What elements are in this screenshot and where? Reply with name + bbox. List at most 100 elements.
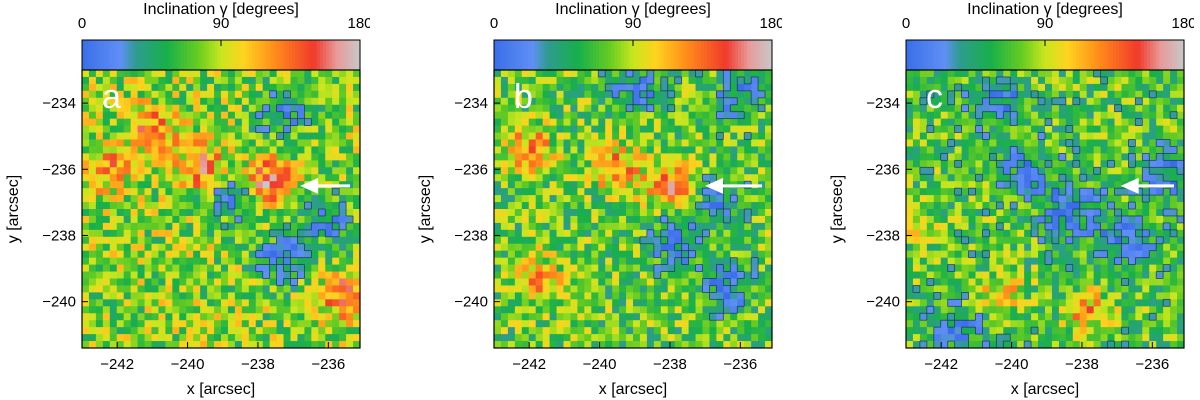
heatmap-cell xyxy=(709,257,717,265)
heatmap-cell xyxy=(130,215,138,224)
heatmap-cell xyxy=(116,97,125,106)
heatmap-cell xyxy=(968,83,976,92)
heatmap-cell xyxy=(346,215,354,224)
heatmap-cell xyxy=(1093,111,1101,120)
heatmap-cell xyxy=(346,90,354,99)
heatmap-cell xyxy=(82,278,90,286)
heatmap-cell xyxy=(758,209,766,217)
heatmap-cell xyxy=(919,83,928,92)
heatmap-cell xyxy=(626,236,634,245)
heatmap-cell xyxy=(214,327,222,335)
heatmap-cell xyxy=(653,278,662,286)
colorbar-cell xyxy=(741,40,745,70)
heatmap-cell xyxy=(1072,222,1081,231)
heatmap-cell xyxy=(639,209,648,217)
heatmap-cell xyxy=(1065,104,1074,113)
heatmap-cell xyxy=(751,299,759,307)
heatmap-cell xyxy=(276,118,284,126)
heatmap-cell xyxy=(262,146,271,154)
heatmap-cell xyxy=(193,215,201,224)
heatmap-cell xyxy=(1003,209,1011,217)
heatmap-cell xyxy=(82,320,90,328)
heatmap-cell xyxy=(158,181,166,189)
heatmap-cell xyxy=(1058,174,1067,182)
heatmap-cell xyxy=(633,209,641,217)
heatmap-cell xyxy=(751,160,759,168)
heatmap-cell xyxy=(695,97,703,106)
heatmap-cell xyxy=(1010,153,1018,161)
heatmap-cell xyxy=(563,334,571,342)
heatmap-cell xyxy=(137,125,145,133)
heatmap-cell xyxy=(123,327,132,335)
heatmap-cell xyxy=(353,76,361,85)
heatmap-cell xyxy=(283,104,291,113)
heatmap-cell xyxy=(619,76,627,85)
heatmap-cell xyxy=(723,188,731,196)
heatmap-cell xyxy=(241,278,250,286)
heatmap-cell xyxy=(207,167,215,175)
heatmap-cell xyxy=(1065,132,1074,140)
heatmap-cell xyxy=(626,264,634,272)
heatmap-cell xyxy=(975,174,983,182)
heatmap-cell xyxy=(248,202,257,210)
heatmap-cell xyxy=(716,146,724,154)
heatmap-cell xyxy=(709,264,717,272)
heatmap-cell xyxy=(221,132,229,140)
heatmap-cell xyxy=(353,202,361,210)
heatmap-cell xyxy=(494,209,502,217)
heatmap-cell xyxy=(626,195,634,203)
heatmap-cell xyxy=(339,146,347,154)
colorbar-cell xyxy=(555,40,560,70)
heatmap-cell xyxy=(521,209,530,217)
heatmap-cell xyxy=(269,264,277,272)
heatmap-cell xyxy=(234,111,243,120)
heatmap-cell xyxy=(346,167,354,175)
heatmap-cell xyxy=(961,174,969,182)
heatmap-cell xyxy=(172,83,180,92)
heatmap-cell xyxy=(1065,111,1074,120)
heatmap-cell xyxy=(521,188,530,196)
heatmap-cell xyxy=(102,306,111,314)
colorbar-cell xyxy=(128,40,133,70)
heatmap-cell xyxy=(186,97,194,106)
colorbar-cell xyxy=(288,40,293,70)
heatmap-cell xyxy=(193,202,201,210)
heatmap-cell xyxy=(709,271,717,279)
heatmap-cell xyxy=(542,118,550,126)
heatmap-cell xyxy=(248,215,257,224)
heatmap-cell xyxy=(653,306,662,314)
heatmap-cell xyxy=(535,104,544,113)
heatmap-cell xyxy=(968,111,976,120)
colorbar-cell xyxy=(1069,40,1074,70)
heatmap-cell xyxy=(598,118,606,126)
heatmap-cell xyxy=(737,243,745,252)
heatmap-cell xyxy=(269,250,277,259)
heatmap-cell xyxy=(989,202,997,210)
heatmap-cell xyxy=(186,90,194,99)
heatmap-cell xyxy=(82,334,90,342)
heatmap-cell xyxy=(688,334,696,342)
heatmap-cell xyxy=(311,209,319,217)
heatmap-cell xyxy=(906,222,914,231)
heatmap-cell xyxy=(1135,76,1143,85)
heatmap-cell xyxy=(283,306,291,314)
heatmap-cell xyxy=(1065,181,1074,189)
heatmap-cell xyxy=(179,146,187,154)
heatmap-cell xyxy=(151,104,159,113)
heatmap-cell xyxy=(1142,83,1150,92)
heatmap-cell xyxy=(926,167,935,175)
heatmap-cell xyxy=(137,160,145,168)
heatmap-cell xyxy=(1177,202,1185,210)
heatmap-cell xyxy=(151,229,159,238)
heatmap-cell xyxy=(172,215,180,224)
heatmap-cell xyxy=(151,299,159,307)
heatmap-cell xyxy=(241,195,250,203)
heatmap-cell xyxy=(940,97,949,106)
heatmap-cell xyxy=(193,299,201,307)
heatmap-cell xyxy=(598,195,606,203)
heatmap-cell xyxy=(556,139,564,147)
heatmap-cell xyxy=(269,153,277,161)
heatmap-cell xyxy=(612,195,620,203)
heatmap-cell xyxy=(500,76,509,85)
heatmap-cell xyxy=(765,250,773,259)
